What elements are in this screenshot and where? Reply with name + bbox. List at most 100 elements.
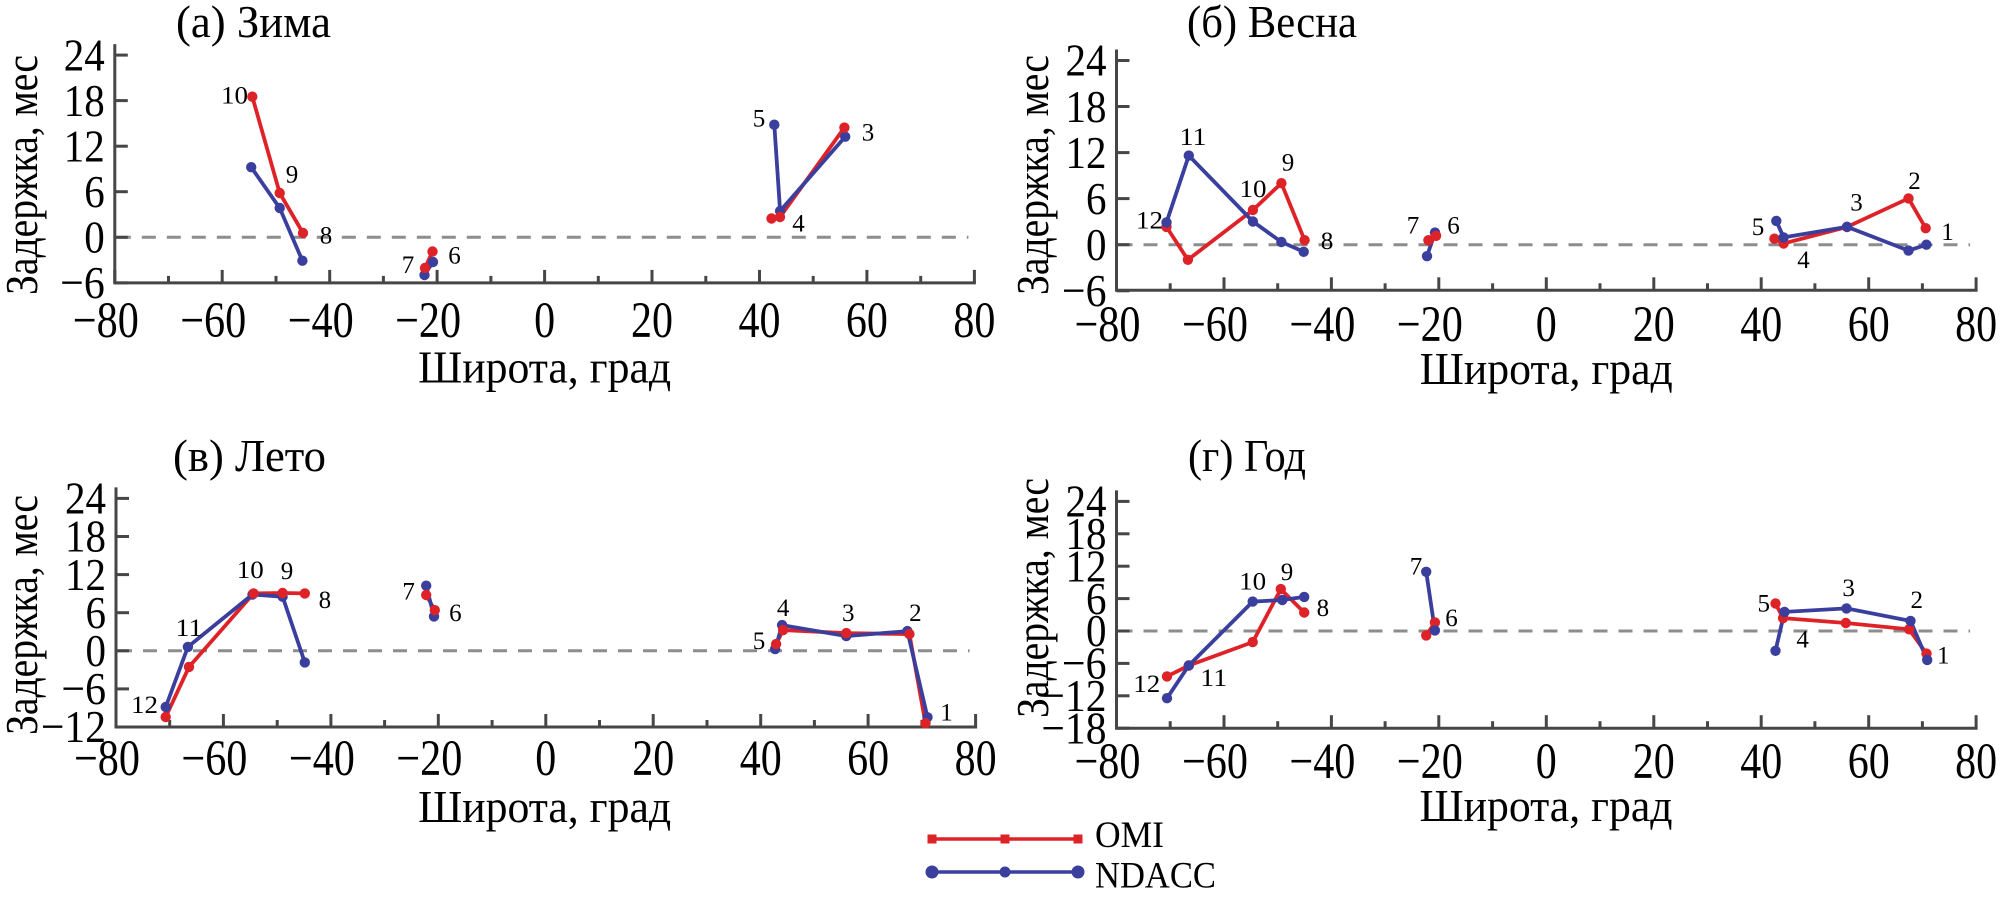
svg-text:80: 80 <box>1955 297 1997 353</box>
svg-text:−40: −40 <box>289 731 355 787</box>
svg-text:−80: −80 <box>74 731 140 787</box>
svg-text:1: 1 <box>1941 219 1954 246</box>
svg-text:−40: −40 <box>1289 297 1355 353</box>
svg-text:60: 60 <box>1848 297 1890 353</box>
svg-text:40: 40 <box>739 293 781 349</box>
svg-text:40: 40 <box>1740 297 1782 353</box>
svg-text:10: 10 <box>1240 176 1267 203</box>
svg-text:−6: −6 <box>1062 638 1107 689</box>
svg-text:2: 2 <box>1908 168 1921 195</box>
svg-text:0: 0 <box>84 212 105 263</box>
svg-text:80: 80 <box>953 293 995 349</box>
svg-text:12: 12 <box>1133 671 1160 698</box>
svg-text:18: 18 <box>1066 508 1107 559</box>
svg-text:10: 10 <box>1239 568 1266 595</box>
svg-text:7: 7 <box>1407 213 1420 240</box>
svg-text:24: 24 <box>64 29 105 80</box>
svg-text:7: 7 <box>1410 554 1423 581</box>
svg-text:6: 6 <box>1447 213 1460 240</box>
svg-text:12: 12 <box>1136 208 1163 235</box>
svg-text:11: 11 <box>1200 665 1227 692</box>
svg-text:9: 9 <box>1281 559 1294 586</box>
svg-text:0: 0 <box>1086 605 1107 656</box>
svg-text:7: 7 <box>402 252 415 279</box>
svg-text:12: 12 <box>65 549 106 600</box>
svg-text:18: 18 <box>1066 81 1107 132</box>
svg-text:−6: −6 <box>60 257 105 308</box>
svg-text:10: 10 <box>221 83 248 110</box>
svg-text:40: 40 <box>1740 734 1782 790</box>
svg-text:24: 24 <box>65 473 106 524</box>
svg-text:2: 2 <box>909 600 922 627</box>
svg-text:−60: −60 <box>1182 734 1248 790</box>
svg-text:8: 8 <box>1317 595 1330 622</box>
svg-text:6: 6 <box>86 587 107 638</box>
svg-text:3: 3 <box>862 120 875 147</box>
svg-text:Широта, град: Широта, град <box>418 342 671 393</box>
svg-text:−20: −20 <box>1397 734 1463 790</box>
svg-text:NDACC: NDACC <box>1095 856 1216 897</box>
svg-text:−6: −6 <box>62 663 107 714</box>
svg-text:40: 40 <box>740 731 782 787</box>
svg-text:4: 4 <box>1796 627 1809 654</box>
svg-text:24: 24 <box>1066 35 1107 86</box>
svg-text:3: 3 <box>842 600 855 627</box>
svg-text:Широта, град: Широта, град <box>1420 343 1673 394</box>
svg-text:OMI: OMI <box>1095 815 1164 856</box>
svg-text:10: 10 <box>237 557 264 584</box>
svg-text:0: 0 <box>534 293 555 349</box>
svg-text:Задержка, мес: Задержка, мес <box>0 495 47 735</box>
svg-text:(б) Весна: (б) Весна <box>1187 0 1357 47</box>
svg-text:Широта, град: Широта, град <box>1420 780 1673 831</box>
svg-text:6: 6 <box>448 243 461 270</box>
svg-text:−40: −40 <box>288 293 354 349</box>
svg-text:−18: −18 <box>1042 702 1107 753</box>
svg-text:4: 4 <box>777 595 790 622</box>
svg-text:5: 5 <box>1752 214 1765 241</box>
svg-text:−60: −60 <box>181 731 247 787</box>
svg-text:4: 4 <box>1797 247 1810 274</box>
svg-text:60: 60 <box>1848 734 1890 790</box>
svg-text:−60: −60 <box>1182 297 1248 353</box>
svg-text:20: 20 <box>632 731 674 787</box>
svg-text:−20: −20 <box>396 731 462 787</box>
svg-text:7: 7 <box>402 579 415 606</box>
svg-text:20: 20 <box>631 293 673 349</box>
svg-text:6: 6 <box>84 166 105 217</box>
svg-text:−12: −12 <box>41 701 106 752</box>
svg-text:11: 11 <box>1180 124 1207 151</box>
svg-text:6: 6 <box>1445 605 1458 632</box>
svg-text:4: 4 <box>792 211 805 238</box>
svg-text:−80: −80 <box>73 293 139 349</box>
svg-text:(в) Лето: (в) Лето <box>173 431 326 481</box>
svg-text:20: 20 <box>1633 297 1675 353</box>
svg-text:12: 12 <box>64 120 105 171</box>
svg-text:18: 18 <box>65 511 106 562</box>
svg-text:2: 2 <box>1910 587 1923 614</box>
svg-text:12: 12 <box>1066 540 1107 591</box>
svg-text:0: 0 <box>535 731 556 787</box>
svg-text:9: 9 <box>286 162 299 189</box>
svg-text:(г) Год: (г) Год <box>1188 431 1306 481</box>
svg-text:6: 6 <box>1086 573 1107 624</box>
svg-text:9: 9 <box>281 558 294 585</box>
svg-text:−20: −20 <box>1397 297 1463 353</box>
svg-text:−80: −80 <box>1075 297 1141 353</box>
svg-text:3: 3 <box>1842 575 1855 602</box>
svg-text:60: 60 <box>847 731 889 787</box>
svg-text:−40: −40 <box>1289 734 1355 790</box>
svg-text:5: 5 <box>753 628 766 655</box>
svg-text:−80: −80 <box>1075 734 1141 790</box>
svg-text:Задержка, мес: Задержка, мес <box>1007 55 1058 295</box>
svg-text:(а) Зима: (а) Зима <box>176 0 331 47</box>
svg-text:1: 1 <box>1937 643 1950 670</box>
svg-text:12: 12 <box>1066 127 1107 178</box>
svg-text:80: 80 <box>955 731 997 787</box>
svg-text:Задержка, мес: Задержка, мес <box>1007 478 1058 718</box>
svg-text:8: 8 <box>319 587 332 614</box>
svg-text:6: 6 <box>449 600 462 627</box>
svg-text:−12: −12 <box>1042 670 1107 721</box>
svg-text:12: 12 <box>131 692 158 719</box>
svg-text:Задержка, мес: Задержка, мес <box>0 55 47 295</box>
svg-text:11: 11 <box>176 615 203 642</box>
